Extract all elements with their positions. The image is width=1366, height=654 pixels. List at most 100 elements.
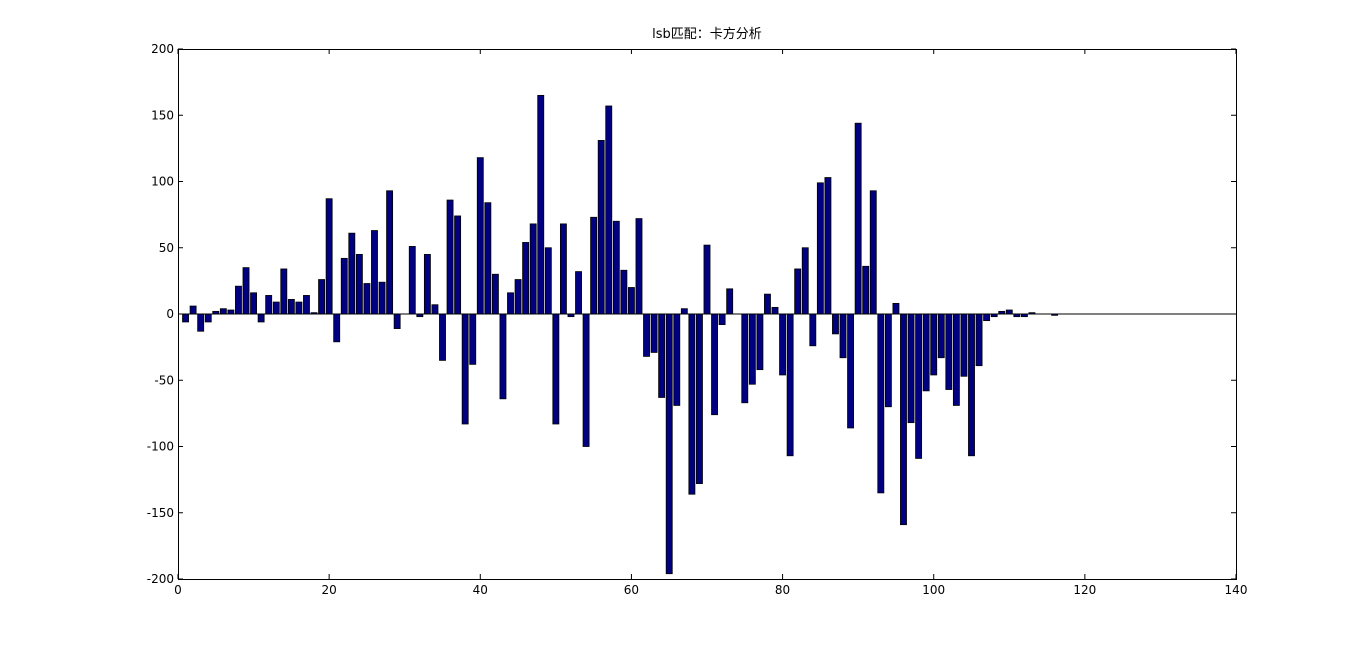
bar — [204, 313, 212, 323]
bar — [809, 313, 817, 347]
y-tick-label: 0 — [166, 307, 174, 321]
bar — [854, 122, 862, 315]
y-tick-label: -100 — [147, 440, 174, 454]
bar — [726, 288, 734, 315]
bar — [975, 313, 983, 367]
x-tick-label: 20 — [322, 583, 337, 597]
bar — [968, 313, 975, 457]
bar — [250, 292, 258, 315]
bar — [423, 253, 431, 315]
chart-title: lsb匹配：卡方分析 — [652, 26, 762, 42]
bar — [295, 301, 303, 315]
bar — [915, 313, 923, 459]
bar — [658, 313, 666, 398]
bar — [711, 313, 718, 416]
bar — [235, 285, 242, 315]
y-tick-label: -200 — [147, 572, 174, 586]
y-tick-label: 100 — [151, 175, 174, 189]
bar — [612, 220, 620, 315]
y-tick-label: 150 — [151, 108, 174, 122]
bar — [378, 281, 386, 315]
bar — [779, 313, 786, 376]
bar — [582, 313, 590, 447]
bar — [499, 313, 507, 400]
bar — [862, 265, 870, 315]
bar — [892, 302, 900, 315]
bar — [552, 313, 560, 425]
bar — [227, 309, 235, 315]
y-tick-label: 200 — [151, 42, 174, 56]
bar — [877, 313, 885, 494]
bar — [930, 313, 938, 376]
bars-layer — [182, 94, 1059, 575]
bar — [673, 313, 681, 406]
bar — [280, 268, 288, 315]
bar — [537, 94, 545, 315]
bar — [937, 313, 945, 359]
x-tick-label: 80 — [775, 583, 790, 597]
bar — [507, 292, 514, 315]
bar — [869, 190, 877, 315]
x-tick-label: 120 — [1073, 583, 1096, 597]
bar — [620, 269, 628, 315]
bar — [628, 287, 635, 315]
bar — [960, 313, 968, 377]
bar — [348, 232, 356, 315]
bar — [325, 198, 333, 315]
bar — [688, 313, 696, 495]
bar — [197, 313, 205, 332]
bar — [900, 313, 907, 526]
bar — [303, 295, 310, 315]
bar — [182, 313, 189, 323]
bar — [431, 304, 439, 315]
bar — [718, 313, 726, 326]
bar — [764, 293, 771, 315]
bar — [650, 313, 658, 353]
bar — [393, 313, 401, 329]
bar — [242, 267, 250, 315]
bar — [771, 306, 779, 315]
bar — [287, 299, 295, 315]
bar — [590, 216, 598, 315]
bar — [446, 199, 454, 315]
bar — [529, 223, 537, 315]
bar — [703, 244, 711, 315]
bar — [907, 313, 915, 424]
x-tick-label: 60 — [624, 583, 639, 597]
y-tick-label: -150 — [147, 506, 174, 520]
bar — [265, 295, 273, 315]
bar — [794, 268, 802, 315]
x-tick-label: 140 — [1225, 583, 1248, 597]
bar — [605, 105, 613, 315]
bar — [643, 313, 650, 357]
bar — [340, 257, 348, 315]
bar — [544, 247, 552, 315]
bar — [665, 313, 673, 575]
x-tick-label: 40 — [473, 583, 488, 597]
bar — [816, 182, 824, 315]
bar — [476, 157, 484, 315]
axes-layer: 0 20 40 60 80 100 120 140 -200 -150 -100 -50 0 50 100 1… — [147, 42, 1248, 597]
bar — [952, 313, 960, 406]
bar — [741, 313, 749, 404]
bar — [696, 313, 703, 485]
bar — [522, 242, 530, 315]
bar — [635, 218, 643, 315]
y-tick-label: 50 — [159, 241, 174, 255]
bar — [839, 313, 847, 359]
y-tick-label: -50 — [154, 373, 174, 387]
bar — [189, 305, 197, 315]
bar — [922, 313, 930, 392]
bar — [824, 177, 832, 315]
x-tick-label: 0 — [174, 583, 182, 597]
bar — [832, 313, 839, 335]
bar — [333, 313, 341, 343]
bar — [454, 215, 462, 315]
bar — [680, 308, 688, 315]
bar — [318, 279, 326, 315]
bar — [484, 202, 492, 315]
bar — [983, 313, 991, 322]
bar — [363, 283, 371, 315]
bar — [847, 313, 855, 429]
bar — [575, 271, 582, 315]
